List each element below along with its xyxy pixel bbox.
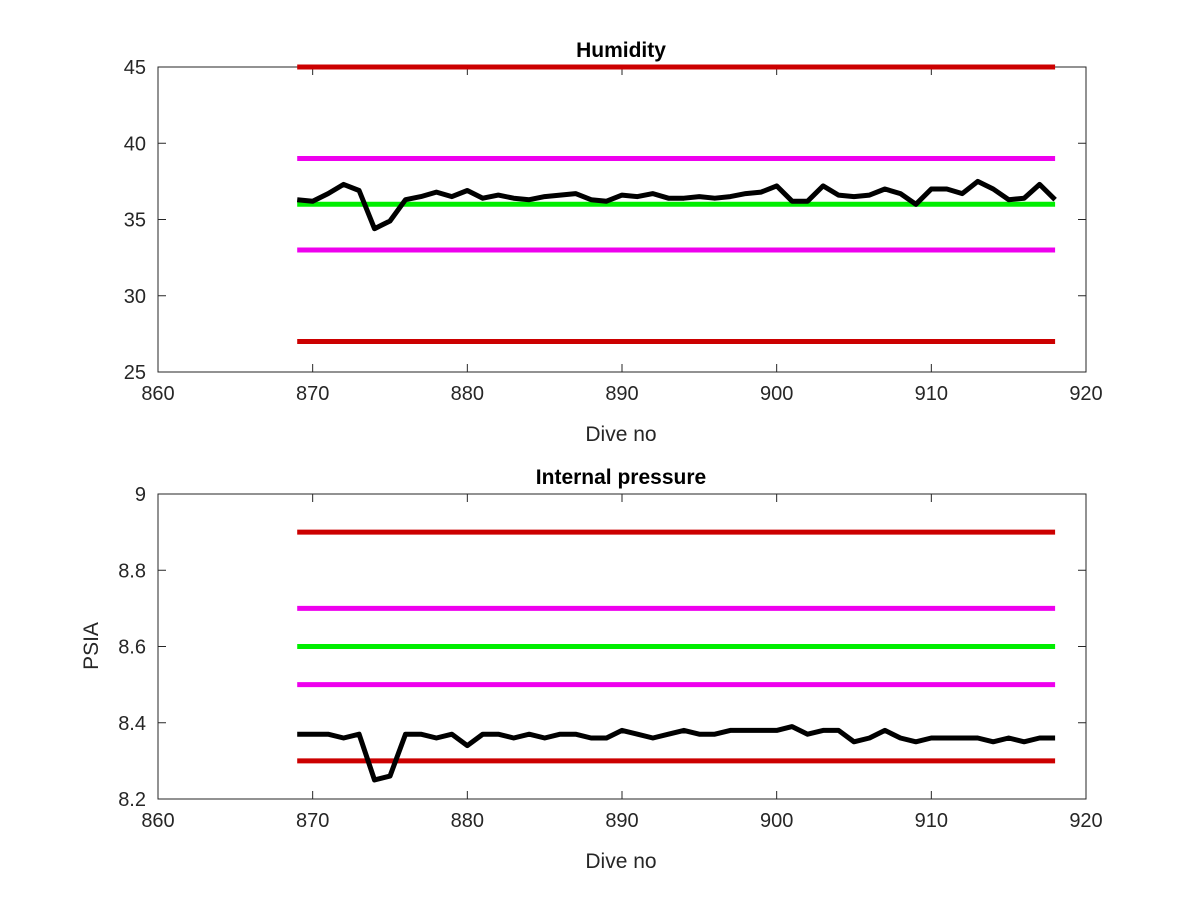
x-tick-label: 920 [1069,810,1102,832]
y-axis-label: PSIA [80,622,103,670]
series-group [297,529,1056,783]
chart-title: Internal pressure [536,466,706,489]
y-tick-label: 8.4 [118,713,146,735]
y-tick-label: 9 [135,484,146,506]
axes-box [157,66,1087,373]
subplot-internal-pressure: Internal pressure 860 870 880 890 900 910 9208… [80,466,1103,873]
y-tick-label: 30 [124,286,146,308]
y-tick-label: 35 [124,210,146,232]
x-tick-label: 910 [915,383,948,405]
x-tick-label: 880 [451,810,484,832]
x-tick-label: 910 [915,810,948,832]
plot-area: 860 870 880 890 900 910 920 25 30 35 40 45 [124,57,1103,405]
x-tick-label: 880 [451,383,484,405]
subplot-humidity: Humidity 860 870 880 890 900 910 920 25 30 35 40 45… [124,39,1103,446]
tick-group: 860 870 880 890 900 910 920 8.2 8.4 8.6 8.8 9 [118,484,1103,832]
plot-area: 860 870 880 890 900 910 920 8.2 8.4 8.6 8.8 9 [118,484,1103,832]
series-group [296,64,1057,344]
series-line-measured [297,724,1056,783]
x-axis-label: Dive no [585,423,656,446]
x-tick-label: 890 [605,383,638,405]
x-tick-label: 860 [141,383,174,405]
y-tick-label: 25 [124,362,146,384]
x-tick-label: 860 [141,810,174,832]
y-tick-label: 40 [124,133,146,155]
x-tick-label: 900 [760,383,793,405]
y-tick-label: 8.8 [118,560,146,582]
x-tick-label: 920 [1069,383,1102,405]
chart-title: Humidity [576,39,666,62]
x-tick-label: 870 [296,810,329,832]
y-tick-label: 8.2 [118,789,146,811]
y-tick-label: 8.6 [118,637,146,659]
x-tick-label: 900 [760,810,793,832]
series-line-measured [296,178,1057,232]
y-tick-label: 45 [124,57,146,79]
tick-group: 860 870 880 890 900 910 920 25 30 35 40 45 [124,57,1103,405]
x-tick-label: 870 [296,383,329,405]
x-tick-label: 890 [605,810,638,832]
x-axis-label: Dive no [585,850,656,873]
